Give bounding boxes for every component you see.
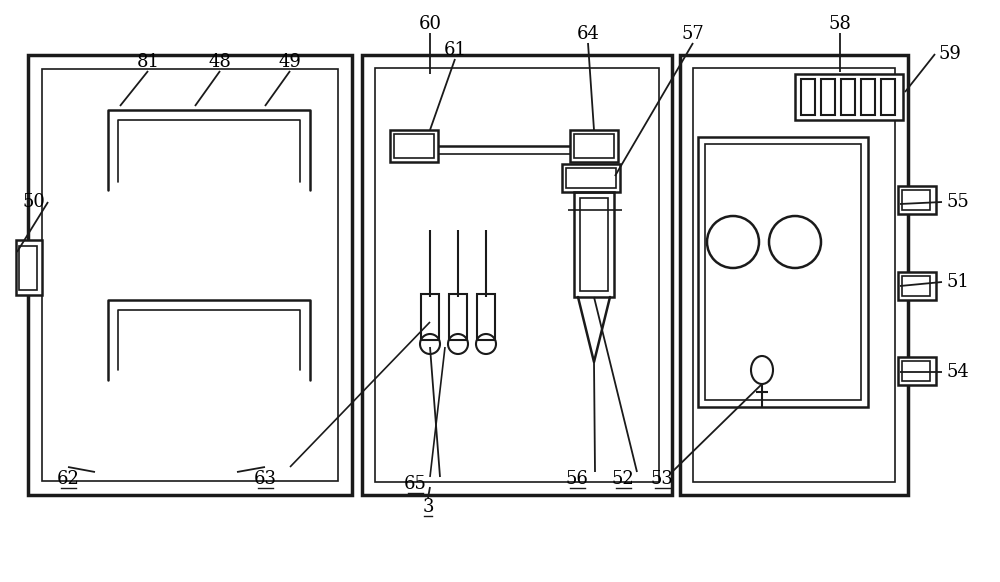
Bar xyxy=(795,74,903,120)
Bar xyxy=(902,276,930,296)
Text: 56: 56 xyxy=(566,470,588,488)
Text: 52: 52 xyxy=(612,470,634,488)
Bar xyxy=(42,69,338,481)
Text: 50: 50 xyxy=(23,193,45,211)
Bar xyxy=(362,55,672,495)
Bar xyxy=(693,68,895,482)
Text: 51: 51 xyxy=(947,273,969,291)
Bar xyxy=(881,79,895,115)
Bar xyxy=(841,79,855,115)
Text: 54: 54 xyxy=(947,363,969,381)
Bar xyxy=(898,186,936,214)
Bar xyxy=(898,357,936,385)
Bar xyxy=(898,272,936,300)
Text: 60: 60 xyxy=(418,15,442,33)
Text: 48: 48 xyxy=(209,53,231,71)
Bar xyxy=(574,192,614,297)
Text: 61: 61 xyxy=(444,41,466,59)
Bar xyxy=(705,144,861,400)
Bar xyxy=(680,55,908,495)
Bar xyxy=(421,294,439,340)
Bar xyxy=(580,198,608,291)
Bar xyxy=(394,134,434,158)
Text: 63: 63 xyxy=(254,470,276,488)
Text: 49: 49 xyxy=(279,53,301,71)
Bar xyxy=(19,246,37,290)
Bar xyxy=(566,168,616,188)
Bar xyxy=(861,79,875,115)
Bar xyxy=(574,134,614,158)
Bar xyxy=(902,190,930,210)
Bar xyxy=(570,130,618,162)
Bar xyxy=(16,240,42,295)
Text: 58: 58 xyxy=(829,15,851,33)
Bar xyxy=(902,361,930,381)
Text: 81: 81 xyxy=(136,53,160,71)
Text: 53: 53 xyxy=(651,470,673,488)
Text: 64: 64 xyxy=(577,25,599,43)
Text: 55: 55 xyxy=(947,193,969,211)
Bar xyxy=(801,79,815,115)
Bar xyxy=(821,79,835,115)
Text: 3: 3 xyxy=(422,498,434,516)
Text: 59: 59 xyxy=(939,45,961,63)
Bar xyxy=(449,294,467,340)
Bar xyxy=(562,164,620,192)
Bar xyxy=(375,68,659,482)
Bar xyxy=(477,294,495,340)
Text: 65: 65 xyxy=(404,475,426,493)
Text: 62: 62 xyxy=(57,470,79,488)
Bar xyxy=(28,55,352,495)
Text: 57: 57 xyxy=(682,25,704,43)
Bar xyxy=(698,137,868,407)
Bar xyxy=(390,130,438,162)
